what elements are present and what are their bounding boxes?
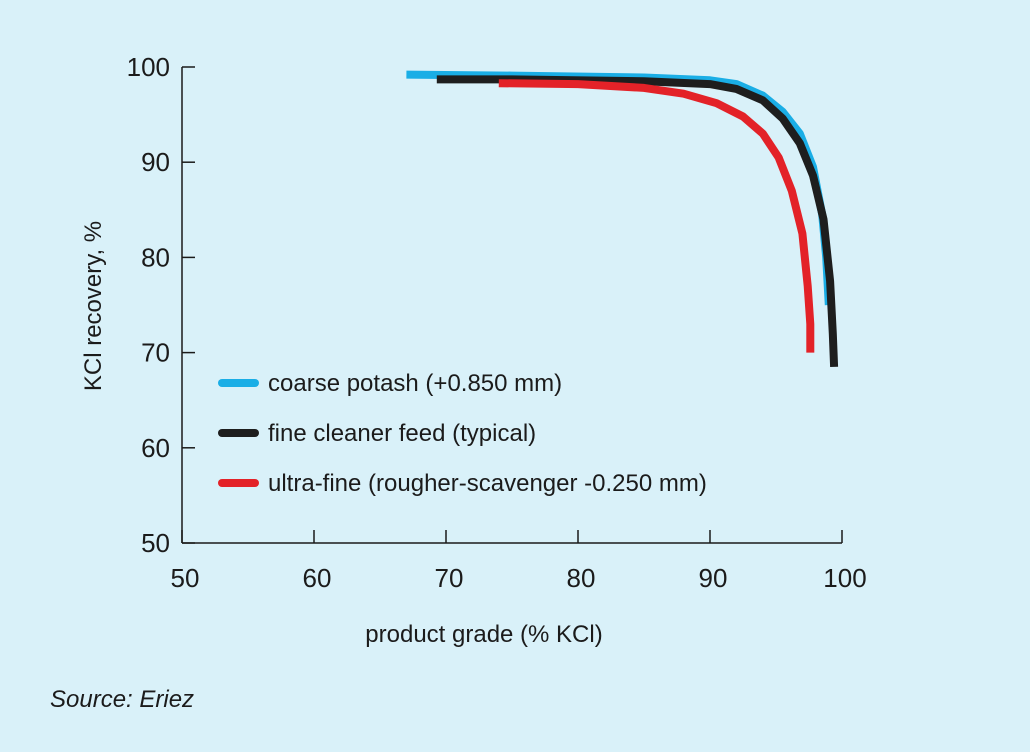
y-tick-label: 100 <box>127 52 170 82</box>
source-note: Source: Eriez <box>50 686 195 713</box>
x-tick-label: 90 <box>699 563 728 593</box>
series-lines <box>406 70 839 368</box>
y-tick-label: 50 <box>141 528 170 558</box>
x-tick-label: 80 <box>567 563 596 593</box>
y-tick-label: 80 <box>141 242 170 272</box>
y-tick-label: 70 <box>141 338 170 368</box>
x-tick-label: 50 <box>171 563 200 593</box>
legend-label-2: fine cleaner feed (typical) <box>268 420 536 447</box>
series-line-2 <box>436 75 839 368</box>
legend-label-1: coarse potash (+0.850 mm) <box>268 370 562 397</box>
legend-label-3: ultra-fine (rougher-scavenger -0.250 mm) <box>268 470 707 497</box>
legend: coarse potash (+0.850 mm) fine cleaner fe… <box>218 370 707 497</box>
series-line-1 <box>406 70 833 306</box>
y-axis-title: KCl recovery, % <box>80 221 107 391</box>
series-line-3 <box>498 79 815 353</box>
x-tick-label: 60 <box>303 563 332 593</box>
x-tick-label: 70 <box>435 563 464 593</box>
x-axis-title: product grade (% KCl) <box>365 621 602 648</box>
x-tick-label: 100 <box>823 563 866 593</box>
y-tick-label: 90 <box>141 147 170 177</box>
axes: 50 60 70 80 90 100 50 60 70 80 90 100 <box>127 52 867 593</box>
y-tick-label: 60 <box>141 433 170 463</box>
